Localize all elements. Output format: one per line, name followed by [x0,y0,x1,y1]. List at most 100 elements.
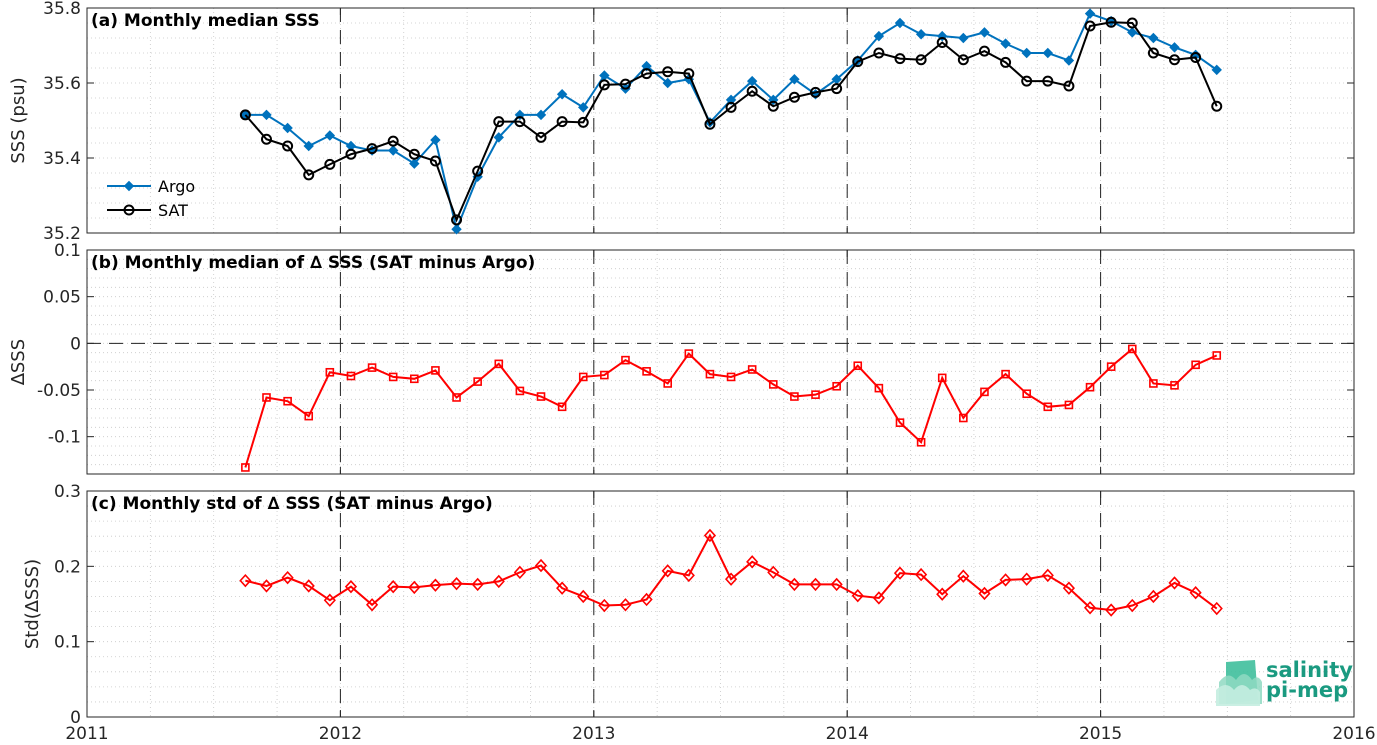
data-point [430,134,441,146]
data-point [915,29,927,40]
data-point [344,579,358,594]
data-point [1021,47,1032,59]
logo-line1: salinity [1266,658,1353,682]
data-point [831,83,843,95]
data-point [367,363,377,372]
data-point [621,355,630,365]
data-point [893,566,907,580]
y-tick-label: 35.4 [43,149,81,169]
data-point [1105,16,1117,28]
data-point [1212,351,1222,360]
data-point [513,565,526,580]
data-point [472,165,484,177]
data-point [788,577,801,592]
data-point [577,116,589,128]
logo-line2: pi-mep [1266,678,1348,702]
data-point [1148,32,1159,44]
panel-c-std-delta-sss: 0 0.1 0.2 0.3 2011 2012 2013 2014 2015 2016 Std(∆S… [22,482,1376,744]
series-line [244,347,1218,468]
data-point [1127,344,1137,354]
data-point [873,47,885,59]
series-delta-sss [241,344,1222,472]
data-point [366,143,378,155]
data-point [387,145,399,156]
data-point [535,109,547,121]
salinity-pi-mep-logo: salinity pi-mep [1216,658,1353,706]
data-point [937,373,947,383]
series-std-delta-sss [239,528,1223,617]
data-point [1211,100,1223,112]
data-point [1106,362,1116,371]
data-point [726,372,736,382]
data-point [872,591,885,605]
data-point [662,66,674,78]
data-point [915,567,928,582]
data-point [492,574,505,589]
data-point [662,77,673,89]
data-point [957,569,970,583]
data-point [682,568,695,583]
data-point [747,365,757,374]
legend-label: Argo [158,177,195,196]
data-point [514,116,526,128]
axes-box [86,7,1355,234]
panel-title: (a) Monthly median SSS [91,11,320,31]
data-point [725,94,737,106]
data-point [471,577,484,592]
panel-a-sss: 35.2 35.4 35.6 35.8 SSS (psu) (a) Monthly med… [8,0,1355,244]
data-point [663,379,673,388]
data-point [683,68,695,80]
data-point [451,214,463,226]
y-tick-label: 35.6 [43,74,81,94]
y-tick-label: -0.1 [48,428,81,448]
y-tick-label: 0.3 [54,482,81,502]
data-point [408,580,421,595]
data-point [473,377,482,386]
data-point [304,411,314,421]
data-point [431,366,440,375]
series-line [244,21,1218,223]
data-point [704,118,716,130]
data-point [619,78,631,90]
data-point [239,573,252,588]
data-point [746,75,758,87]
data-point [895,418,905,427]
data-point [874,383,884,393]
data-point [1063,80,1075,92]
data-point [534,558,548,573]
data-point [746,85,758,97]
data-point [1190,52,1202,63]
data-point [429,155,441,167]
data-point [557,402,567,412]
x-tick-label: 2013 [572,724,615,744]
data-point [767,100,779,112]
data-point [830,577,843,592]
data-point [1000,38,1011,49]
data-point [767,565,780,580]
y-axis-label: SSS (psu) [8,77,29,163]
data-point [429,578,442,592]
data-point [1063,55,1075,66]
data-point [282,140,294,152]
y-tick-label: 0.1 [54,633,81,653]
y-tick-label: -0.05 [37,381,81,401]
grid [86,490,1355,718]
data-point [281,570,294,585]
panel-title: (b) Monthly median of ∆ SSS (SAT minus A… [91,253,535,273]
y-tick-label: 0.1 [54,241,81,261]
data-point [239,109,251,121]
data-point [365,598,379,612]
grid [86,249,1355,475]
axes-box [86,490,1355,718]
data-point [853,361,863,371]
axes-box [86,249,1355,475]
y-tick-label: 0.05 [43,288,81,308]
data-point [1042,75,1054,87]
y-tick-label: 0 [70,708,81,728]
data-point [936,587,949,601]
data-point [746,555,759,569]
data-point [873,30,885,42]
data-point [915,54,927,66]
data-point [535,131,547,143]
data-point [894,17,906,29]
